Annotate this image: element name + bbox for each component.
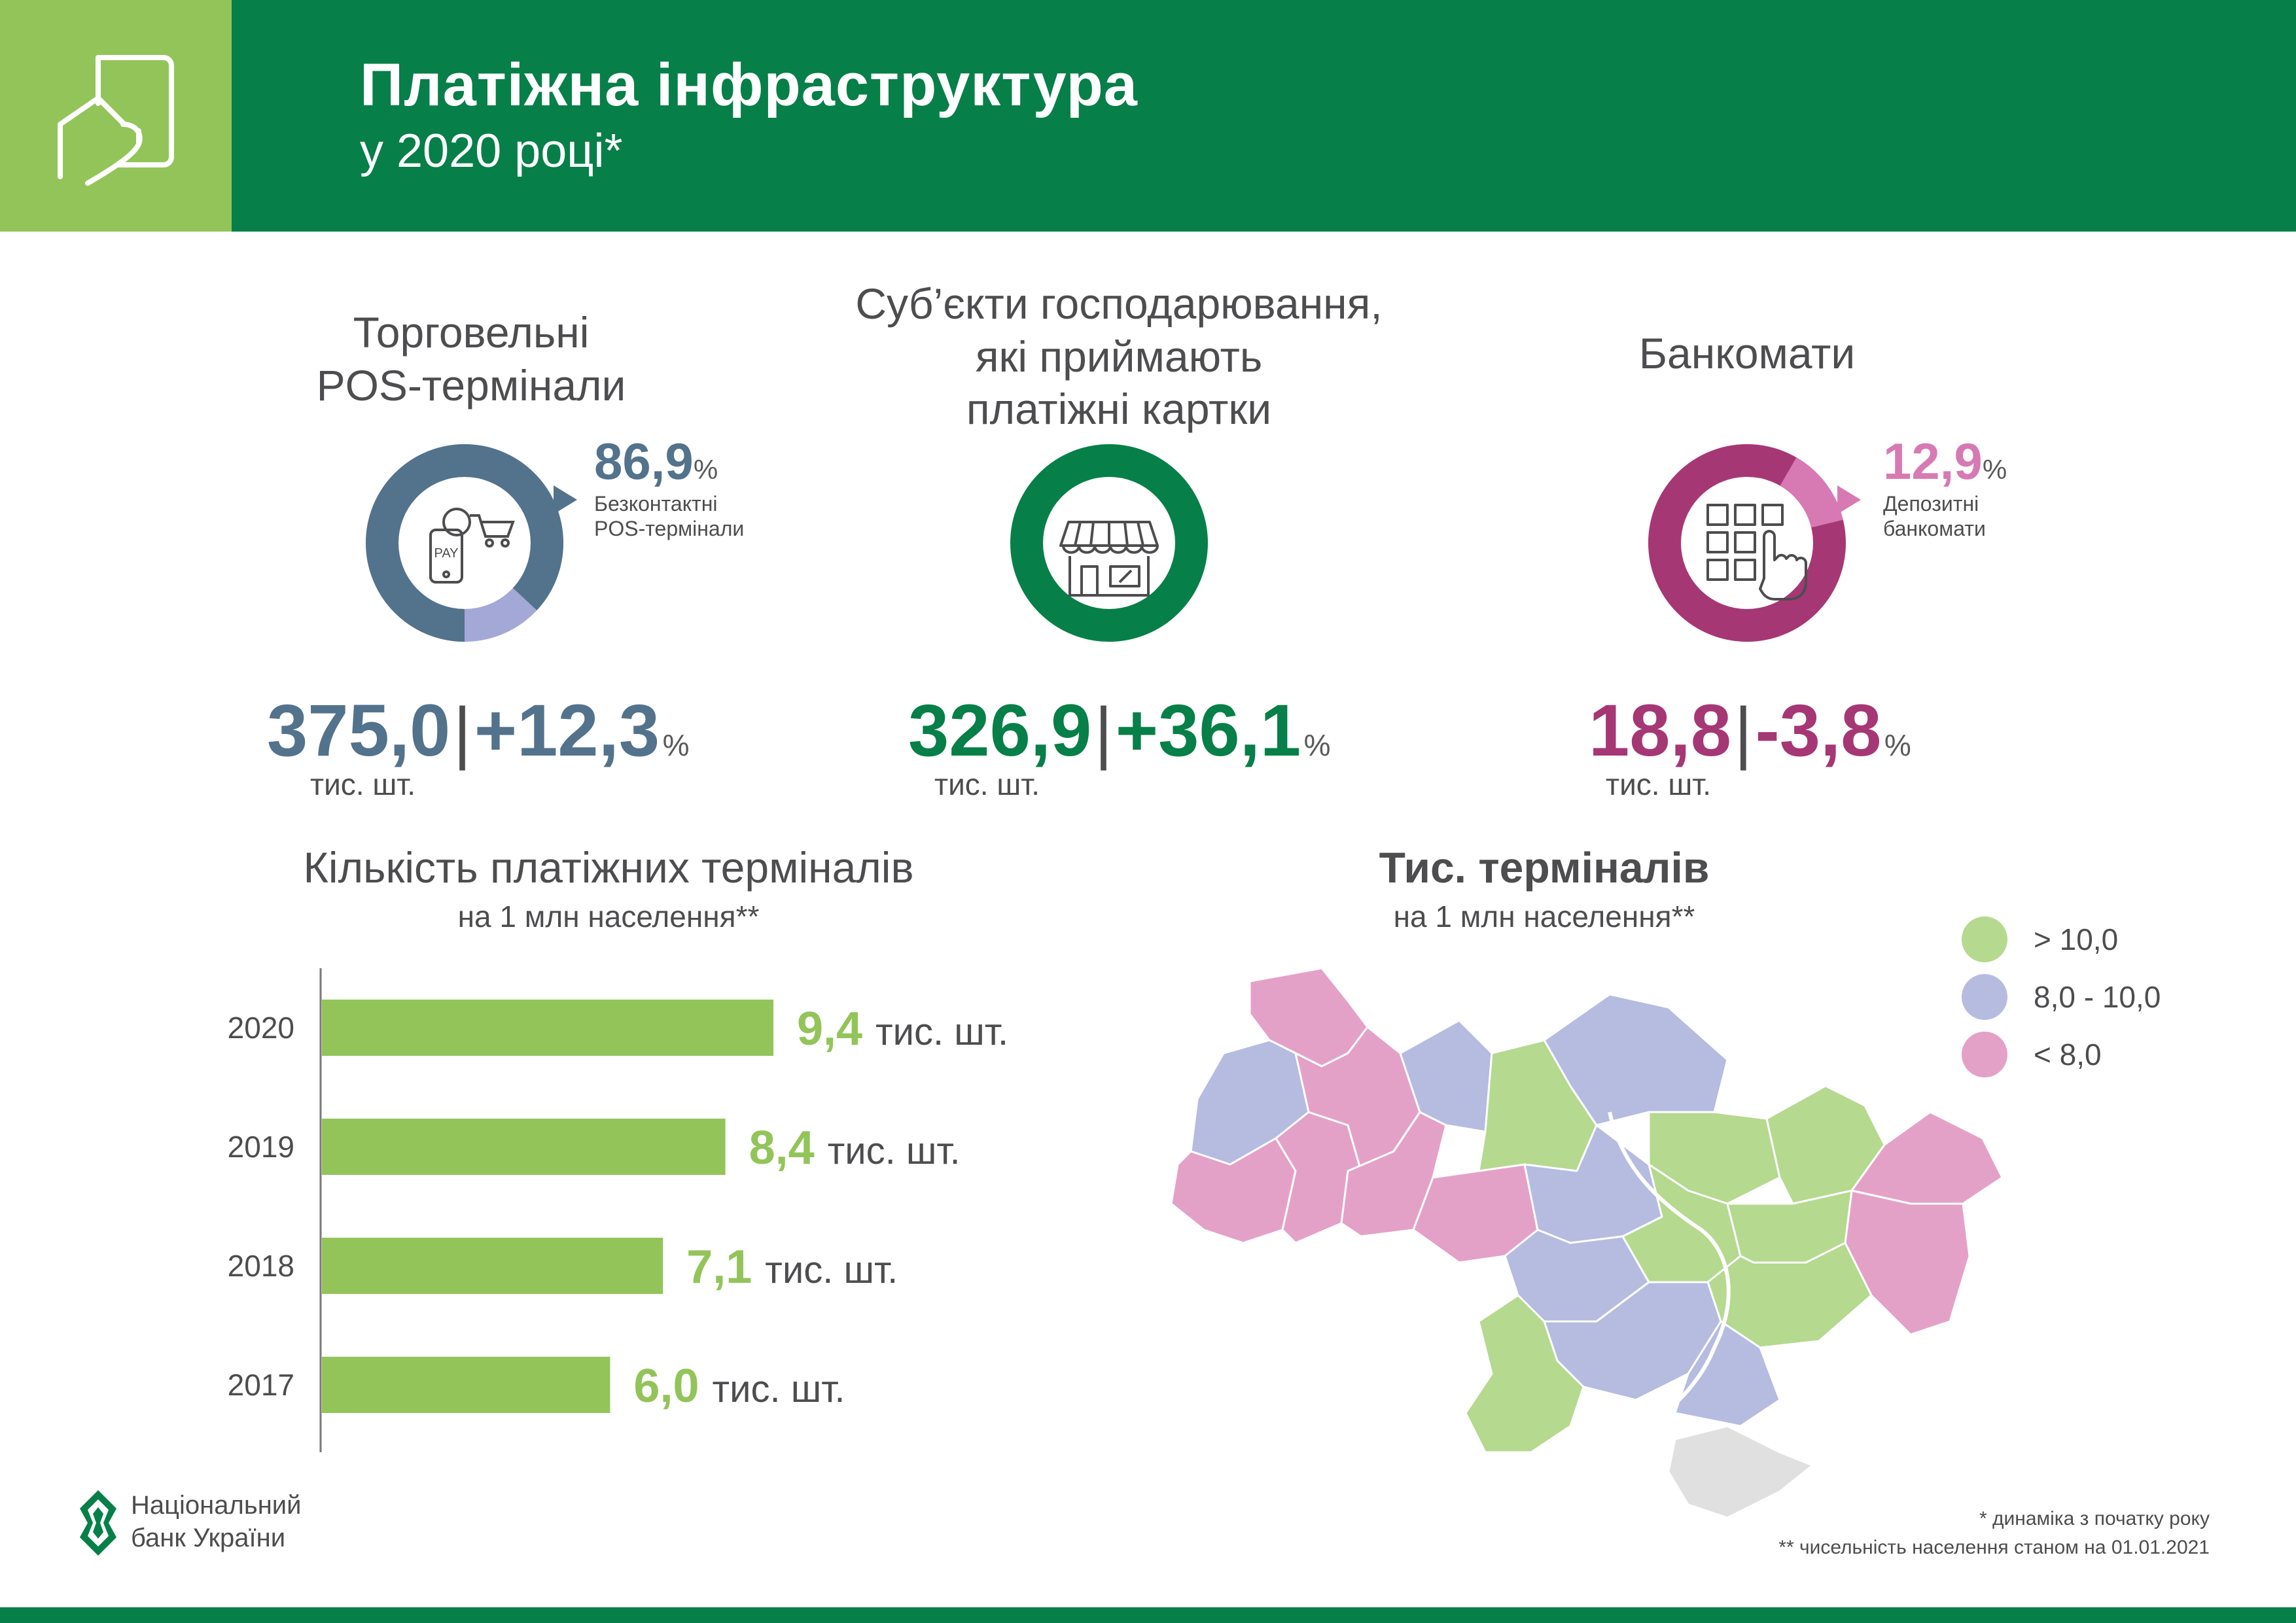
page-subtitle: у 2020 році* [360, 125, 623, 177]
atm-donut-main-arc [1648, 444, 1846, 642]
merchants-unit: тис. шт. [934, 767, 1040, 801]
map-region [1674, 1320, 1781, 1427]
atm-keypad-hand-icon [1706, 504, 1807, 601]
legend-swatch [1962, 916, 2007, 962]
pos-donut-main-arc [366, 444, 563, 642]
bar-chart-title: Кількість платіжних терміналів [303, 843, 914, 892]
card-hand-icon [58, 55, 174, 186]
merchants-donut-arc [1010, 444, 1208, 642]
pos-value: 375,0 [267, 689, 451, 771]
atm-donut-share-arc [1648, 444, 1846, 642]
header-banner [0, 0, 2296, 232]
merchants-change-unit: % [1303, 728, 1331, 762]
atm-separator: | [1734, 693, 1752, 771]
bar-category-label: 2020 [228, 1011, 294, 1045]
atm-share: 12,9% Депозитні банкомати [1883, 432, 2007, 542]
merchants-separator: | [1094, 693, 1113, 771]
merchants-title-line2: які приймають [975, 332, 1263, 381]
atm-share-value: 12,9 [1883, 432, 1983, 490]
atm-share-label-line2: банкомати [1883, 517, 1986, 541]
bar-value-label: 9,4 тис. шт. [797, 1003, 1008, 1055]
legend-item: > 10,0 [1962, 911, 2161, 968]
map-title: Тис. терміналів [1379, 843, 1710, 892]
bar-category-label: 2019 [228, 1130, 294, 1164]
merchants-change: +36,1 [1115, 689, 1301, 771]
footnote-2: ** чисельність населення станом на 01.01… [1778, 1536, 2210, 1558]
atm-title: Банкомати [1638, 329, 1856, 377]
bar-category-label: 2018 [228, 1249, 294, 1283]
merchants-donut [1010, 444, 1208, 642]
nbu-logo-line2: банк України [131, 1524, 286, 1552]
phone-pay-cart-icon [429, 508, 515, 584]
pos-share: 86,9% Безконтактні POS-термінали [594, 432, 744, 542]
merchants-metric: 326,9 | +36,1 % [908, 688, 1330, 773]
bar-value-label: 8,4 тис. шт. [749, 1122, 961, 1174]
map-region [1464, 1294, 1585, 1454]
pos-title-line1: Торговельні [353, 308, 590, 357]
legend-label: 8,0 - 10,0 [2034, 980, 2161, 1014]
pos-title: Торговельні POS-термінали [288, 306, 654, 411]
legend-item: 8,0 - 10,0 [1962, 968, 2161, 1026]
atm-share-unit: % [1982, 454, 2007, 485]
pay-text-icon: PAY [434, 546, 458, 561]
bar [322, 1119, 726, 1175]
map-subtitle: на 1 млн населення** [1393, 899, 1695, 934]
atm-share-label-line1: Депозитні [1883, 492, 1979, 515]
atm-value: 18,8 [1589, 689, 1731, 771]
bar [322, 1238, 663, 1294]
pos-change: +12,3 [474, 689, 660, 771]
legend-item: < 8,0 [1962, 1026, 2161, 1083]
bar-value-label: 7,1 тис. шт. [686, 1241, 898, 1293]
pos-metric: 375,0 | +12,3 % [267, 688, 689, 773]
bar-chart-subtitle: на 1 млн населення** [457, 899, 760, 934]
legend-swatch [1962, 1032, 2007, 1077]
atm-metric: 18,8 | -3,8 % [1589, 688, 1911, 773]
atm-change: -3,8 [1755, 689, 1882, 771]
merchants-title-line3: платіжні картки [966, 385, 1272, 434]
bar-chart: 2020 9,4 тис. шт. 2019 8,4 тис. шт. 2018 7,1 тис… [228, 968, 1008, 1452]
header-icon-panel [0, 0, 232, 232]
bar-value-label: 6,0 тис. шт. [633, 1360, 845, 1412]
atm-donut [1648, 444, 1846, 642]
legend-swatch [1962, 974, 2007, 1020]
footnote-1: * динаміка з початку року [1979, 1508, 2210, 1529]
legend-label: > 10,0 [2034, 922, 2119, 956]
map-legend: > 10,0 8,0 - 10,0 < 8,0 [1962, 911, 2161, 1083]
page-title: Платіжна інфраструктура [360, 52, 1138, 118]
footnotes: * динаміка з початку року ** чисельність… [1778, 1505, 2210, 1562]
nbu-logo-text: Національний банк України [131, 1489, 301, 1554]
pos-share-label-line1: Безконтактні [594, 492, 718, 515]
atm-pointer-icon [1837, 485, 1861, 514]
pos-share-value: 86,9 [594, 432, 694, 490]
bar-category-label: 2017 [228, 1368, 294, 1402]
atm-unit: тис. шт. [1606, 767, 1711, 801]
legend-label: < 8,0 [2034, 1038, 2102, 1072]
pos-change-unit: % [662, 728, 690, 762]
pos-share-label-line2: POS-термінали [594, 517, 745, 541]
merchants-title: Суб’єкти господарювання, які приймають п… [805, 277, 1433, 436]
nbu-logo-line1: Національний [131, 1491, 302, 1520]
map-region [1844, 1189, 1971, 1336]
nbu-logo-icon [80, 1490, 116, 1556]
merchants-title-line1: Суб’єкти господарювання, [855, 279, 1383, 328]
merchants-value: 326,9 [908, 689, 1092, 771]
pos-title-line2: POS-термінали [316, 360, 626, 410]
pos-unit: тис. шт. [310, 767, 415, 801]
ukraine-regions-map [1170, 967, 2002, 1519]
pos-donut: PAY [366, 444, 563, 642]
pos-share-unit: % [693, 454, 718, 485]
bar [322, 1000, 773, 1056]
map-region [1170, 1137, 1297, 1244]
pos-separator: | [453, 693, 472, 771]
atm-change-unit: % [1884, 728, 1911, 762]
map-region-crimea [1667, 1425, 1814, 1519]
pos-pointer-icon [554, 485, 577, 514]
shop-awning-icon [1059, 521, 1159, 597]
footer-bar [0, 1607, 2296, 1623]
rivers [1608, 1111, 1731, 1415]
bar [322, 1357, 610, 1413]
